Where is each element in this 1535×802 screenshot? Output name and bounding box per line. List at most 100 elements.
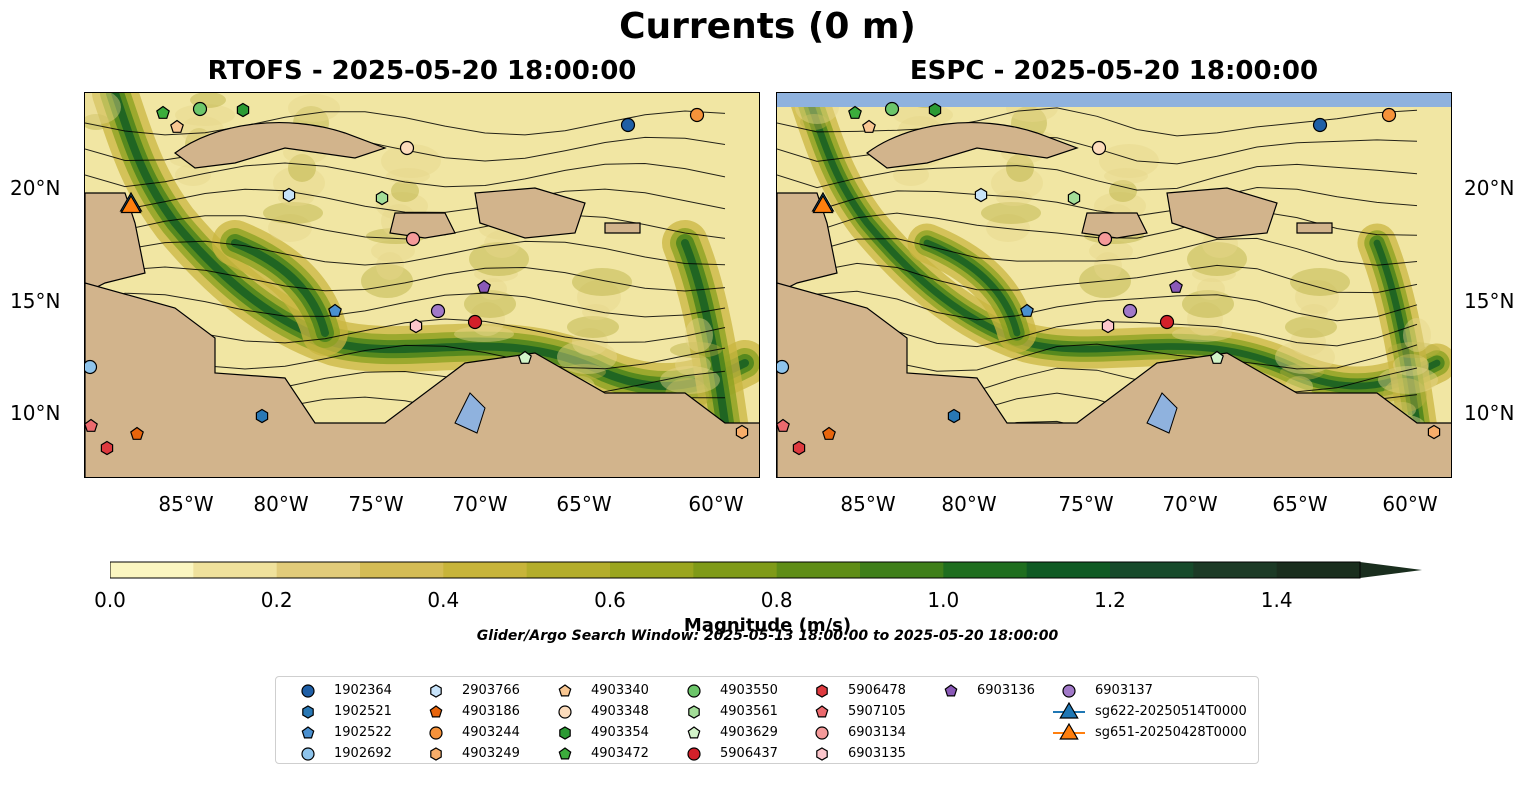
legend-label: sg651-20250428T0000 (1095, 725, 1247, 740)
colorbar-segment (526, 562, 611, 578)
legend-label: 4903249 (462, 746, 520, 761)
legend-marker (558, 705, 572, 719)
legend-marker (559, 726, 571, 740)
float-marker-1902692 (777, 359, 790, 375)
x-tick-label: 65°W (556, 492, 612, 516)
legend-label: 6903134 (848, 725, 906, 740)
x-tick-label: 80°W (253, 492, 309, 516)
float-marker-6903135 (1101, 318, 1115, 334)
colorbar-tick-label: 0.0 (94, 588, 126, 612)
float-marker-4903340 (862, 119, 876, 133)
colorbar-segment (276, 562, 361, 578)
legend-marker (688, 705, 700, 719)
legend-marker (301, 747, 315, 761)
lake (1146, 392, 1178, 434)
x-tick-label: 70°W (1162, 492, 1218, 516)
rtofs-map-panel[interactable] (84, 92, 760, 478)
legend: 1902364 1902521 1902522 1902692 2903766 49031… (275, 676, 1259, 764)
legend-marker (302, 705, 314, 719)
legend-label: 5907105 (848, 704, 906, 719)
espc-map (777, 93, 1451, 477)
legend-label: 4903629 (720, 725, 778, 740)
float-marker-6903137 (430, 303, 446, 319)
right-panel-title: ESPC - 2025-05-20 18:00:00 (909, 56, 1319, 86)
legend-marker (558, 684, 572, 697)
float-marker-5906478 (100, 440, 114, 456)
legend-marker (816, 747, 828, 761)
float-marker-4903348 (399, 140, 415, 156)
legend-marker (687, 747, 701, 761)
legend-label: 1902364 (334, 683, 392, 698)
float-marker-4903472 (156, 105, 170, 119)
legend-label: 5906437 (720, 746, 778, 761)
glider-marker-sg651 (120, 194, 142, 214)
colorbar-segment (860, 562, 944, 578)
colorbar-tick-label: 0.8 (760, 588, 793, 612)
y-tick-label-right: 20°N (1464, 176, 1515, 200)
legend-marker (1059, 702, 1079, 719)
rtofs-map (85, 93, 759, 477)
legend-label: 4903561 (720, 704, 778, 719)
legend-marker (558, 747, 572, 760)
colorbar-segment (443, 562, 528, 578)
x-tick-label: 60°W (688, 492, 744, 516)
land (85, 121, 759, 477)
legend-marker (301, 684, 315, 698)
x-tick-label: 85°W (840, 492, 896, 516)
legend-marker (687, 726, 701, 739)
float-marker-4903348 (1091, 140, 1107, 156)
float-marker-4903550 (884, 101, 900, 117)
legend-label: 4903186 (462, 704, 520, 719)
legend-label: 6903135 (848, 746, 906, 761)
x-tick-label: 75°W (348, 492, 404, 516)
x-tick-label: 80°W (941, 492, 997, 516)
colorbar-segment (1026, 562, 1111, 578)
colorbar-extend-arrow (1360, 562, 1422, 578)
colorbar-tick-label: 0.6 (594, 588, 626, 612)
float-marker-4903629 (1210, 350, 1224, 364)
legend-label: 4903244 (462, 725, 520, 740)
legend-marker (1059, 723, 1079, 740)
y-tick-label-right: 10°N (1464, 401, 1515, 425)
colorbar-segment (1110, 562, 1194, 578)
x-tick-label: 60°W (1382, 492, 1438, 516)
colorbar-segment (360, 562, 444, 578)
float-marker-1902522 (1020, 303, 1034, 317)
colorbar-tick-label: 0.4 (427, 588, 460, 612)
colorbar (110, 561, 1422, 579)
legend-label: 1902692 (334, 746, 392, 761)
colorbar-segment (1276, 562, 1361, 578)
x-tick-label: 75°W (1058, 492, 1114, 516)
colorbar-segment (110, 562, 194, 578)
colorbar-tick-label: 1.2 (1094, 588, 1126, 612)
float-marker-2903766 (974, 187, 988, 203)
legend-marker (687, 684, 701, 698)
float-marker-2903766 (282, 187, 296, 203)
legend-label: 6903136 (977, 683, 1035, 698)
colorbar-segment (693, 562, 778, 578)
no-data-band (777, 93, 1451, 107)
colorbar-tick-label: 1.0 (927, 588, 960, 612)
float-marker-4903354 (928, 102, 942, 118)
colorbar-tick-label: 0.2 (260, 588, 293, 612)
float-marker-1902521 (947, 408, 961, 424)
float-marker-4903249 (1427, 424, 1441, 440)
colorbar-segment (943, 562, 1028, 578)
y-tick-label-left: 15°N (10, 289, 61, 313)
legend-label: 5906478 (848, 683, 906, 698)
legend-marker (430, 684, 442, 698)
colorbar-segment (610, 562, 694, 578)
glider-marker-sg651 (812, 194, 834, 214)
y-tick-label-left: 20°N (10, 176, 61, 200)
legend-marker (815, 705, 829, 718)
float-marker-6903134 (405, 231, 421, 247)
legend-label: 6903137 (1095, 683, 1153, 698)
espc-map-panel[interactable] (776, 92, 1452, 478)
float-marker-5906437 (467, 314, 483, 330)
float-marker-1902521 (255, 408, 269, 424)
legend-marker (944, 684, 958, 697)
y-tick-label-left: 10°N (10, 401, 61, 425)
float-marker-5907105 (777, 418, 790, 432)
float-marker-4903186 (822, 426, 836, 440)
search-window-caption: Glider/Argo Search Window: 2025-05-13 18… (476, 628, 1059, 644)
